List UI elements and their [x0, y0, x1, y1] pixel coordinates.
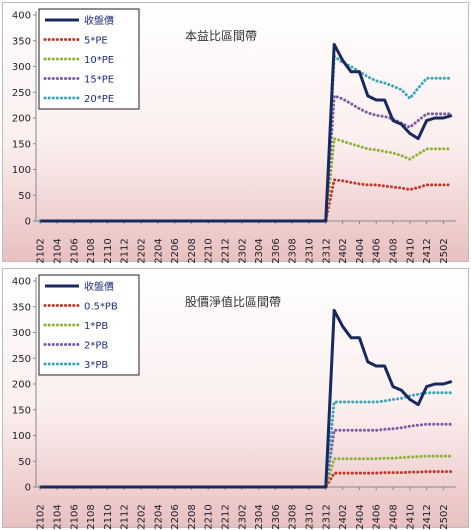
- x-tick-label: 2410: [405, 504, 416, 529]
- x-tick-label: 2302: [237, 238, 248, 263]
- y-tick-label: 300: [12, 328, 31, 339]
- y-tick-label: 300: [12, 62, 31, 73]
- y-tick-label: 0: [25, 217, 31, 228]
- x-tick-label: 2208: [187, 238, 198, 263]
- x-tick-label: 2408: [389, 238, 400, 263]
- x-tick-label: 2312: [321, 238, 332, 263]
- y-tick-label: 50: [18, 191, 31, 202]
- x-tick-label: 2202: [137, 238, 148, 263]
- series-line: [38, 178, 454, 223]
- pe-band-chart-panel: 0 50 100 150 200 250 300 350 400 2102 2104 2106 2108…: [2, 2, 469, 263]
- chart-legend: 收盤價 0.5*PB 1*PB 2*PB 3*PB: [38, 274, 140, 376]
- legend-box: [38, 274, 140, 376]
- x-tick-label: 2212: [221, 238, 232, 263]
- pe-band-chart: 0 50 100 150 200 250 300 350 400 2102 2104 2106 2108…: [12, 8, 456, 263]
- x-tick-label: 2404: [355, 238, 366, 263]
- x-tick-label: 2308: [288, 504, 299, 529]
- x-tick-label: 2410: [405, 238, 416, 263]
- y-tick-label: 0: [25, 483, 31, 494]
- x-tick-label: 2310: [305, 238, 316, 263]
- series-line: [38, 422, 454, 489]
- y-tick-label: 100: [12, 431, 31, 442]
- x-tick-label: 2112: [120, 504, 131, 529]
- x-tick-label: 2412: [422, 504, 433, 529]
- x-tick-label: 2102: [36, 504, 47, 529]
- chart-title: 股價淨值比區間帶: [185, 294, 281, 309]
- legend-label: 15*PE: [84, 75, 114, 86]
- x-tick-label: 2310: [305, 504, 316, 529]
- x-tick-label: 2502: [439, 238, 450, 263]
- x-tick-label: 2204: [153, 238, 164, 263]
- x-tick-label: 2308: [288, 238, 299, 263]
- y-tick-label: 400: [12, 277, 31, 288]
- x-tick-label: 2402: [338, 238, 349, 263]
- x-tick-label: 2212: [221, 504, 232, 529]
- y-tick-label: 150: [12, 405, 31, 416]
- y-tick-label: 150: [12, 139, 31, 150]
- y-tick-label: 50: [18, 457, 31, 468]
- x-tick-label: 2302: [237, 504, 248, 529]
- y-tick-label: 200: [12, 114, 31, 125]
- x-tick-label: 2312: [321, 504, 332, 529]
- legend-label: 3*PB: [84, 360, 108, 371]
- legend-label: 1*PB: [84, 321, 108, 332]
- x-tick-label: 2406: [372, 504, 383, 529]
- legend-label: 0.5*PB: [84, 302, 118, 313]
- x-tick-label: 2304: [254, 504, 265, 529]
- legend-label: 10*PE: [84, 55, 114, 66]
- series-line: [40, 308, 453, 489]
- legend-box: [38, 8, 140, 110]
- x-tick-label: 2202: [137, 504, 148, 529]
- x-tick-label: 2408: [389, 504, 400, 529]
- x-tick-label: 2306: [271, 504, 282, 529]
- legend-label: 收盤價: [84, 14, 114, 27]
- y-tick-label: 200: [12, 380, 31, 391]
- x-tick-label: 2204: [153, 504, 164, 529]
- x-tick-label: 2210: [204, 504, 215, 529]
- x-tick-label: 2406: [372, 238, 383, 263]
- x-tick-label: 2106: [69, 504, 80, 529]
- x-tick-label: 2206: [170, 504, 181, 529]
- y-tick-label: 350: [12, 36, 31, 47]
- legend-label: 5*PE: [84, 36, 108, 47]
- x-tick-label: 2104: [53, 238, 64, 263]
- y-tick-label: 400: [12, 11, 31, 22]
- x-tick-label: 2102: [36, 238, 47, 263]
- pb-band-chart-panel: 0 50 100 150 200 250 300 350 400 2102 2104 2106 2108…: [2, 268, 469, 529]
- chart-title: 本益比區間帶: [185, 29, 257, 43]
- legend-label: 收盤價: [84, 280, 114, 293]
- x-tick-label: 2208: [187, 504, 198, 529]
- x-tick-label: 2108: [86, 504, 97, 529]
- x-tick-label: 2306: [271, 238, 282, 263]
- x-tick-label: 2104: [53, 504, 64, 529]
- series-line: [38, 136, 454, 223]
- x-tick-label: 2110: [103, 238, 114, 263]
- x-tick-label: 2110: [103, 504, 114, 529]
- x-tick-label: 2106: [69, 238, 80, 263]
- x-tick-label: 2502: [439, 504, 450, 529]
- y-tick-label: 250: [12, 88, 31, 99]
- chart-legend: 收盤價 5*PE 10*PE 15*PE 20*PE: [38, 8, 140, 110]
- y-tick-label: 250: [12, 354, 31, 365]
- legend-label: 20*PE: [84, 94, 114, 105]
- x-tick-label: 2108: [86, 238, 97, 263]
- series-line: [40, 42, 453, 223]
- x-tick-label: 2304: [254, 238, 265, 263]
- x-tick-label: 2412: [422, 238, 433, 263]
- x-tick-label: 2402: [338, 504, 349, 529]
- legend-label: 2*PB: [84, 341, 108, 352]
- x-tick-label: 2404: [355, 504, 366, 529]
- x-tick-label: 2210: [204, 238, 215, 263]
- y-tick-label: 100: [12, 165, 31, 176]
- series-line: [38, 470, 454, 489]
- x-tick-label: 2206: [170, 238, 181, 263]
- x-tick-label: 2112: [120, 238, 131, 263]
- pb-band-chart: 0 50 100 150 200 250 300 350 400 2102 2104 2106 2108…: [12, 274, 456, 529]
- y-tick-label: 350: [12, 302, 31, 313]
